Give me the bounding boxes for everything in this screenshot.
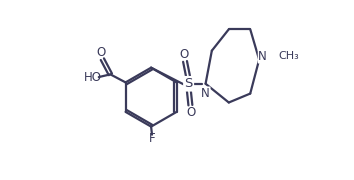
Text: O: O bbox=[97, 46, 106, 59]
Text: S: S bbox=[184, 77, 193, 90]
Text: N: N bbox=[258, 50, 267, 63]
Text: N: N bbox=[201, 87, 210, 100]
Text: HO: HO bbox=[84, 71, 102, 84]
Text: O: O bbox=[179, 48, 189, 61]
Text: F: F bbox=[149, 132, 155, 145]
Text: CH₃: CH₃ bbox=[279, 51, 299, 61]
Text: O: O bbox=[187, 106, 196, 119]
